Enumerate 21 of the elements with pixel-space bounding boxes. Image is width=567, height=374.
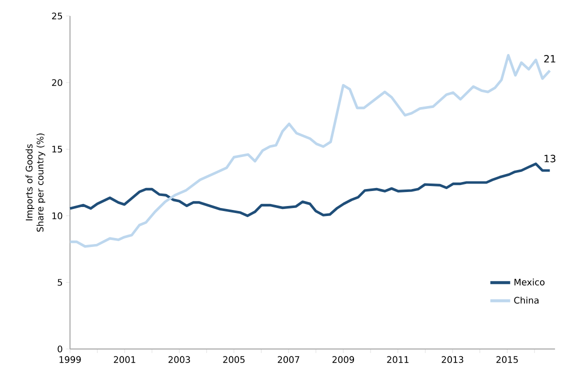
x-tick-label: 2015 xyxy=(496,356,518,363)
annotation: 13 xyxy=(544,154,556,162)
x-tick-label: 2007 xyxy=(278,356,300,363)
x-tick-label: 1999 xyxy=(60,356,81,363)
y-tick-label: 15 xyxy=(52,146,62,153)
y-tick-label: 25 xyxy=(52,12,62,20)
x-tick-label: 2003 xyxy=(168,356,190,363)
x-tick-label: 2005 xyxy=(223,356,245,363)
y-tick-label: 0 xyxy=(58,346,62,352)
x-tick-label: 2013 xyxy=(442,356,464,363)
y-tick-label: 20 xyxy=(52,79,62,86)
x-tick-label: 2009 xyxy=(332,356,354,363)
y-tick-label: 10 xyxy=(52,212,62,220)
legend-label: China xyxy=(514,296,538,304)
line-series xyxy=(68,162,552,218)
x-tick-label: 2001 xyxy=(114,356,136,363)
legend-label: Mexico xyxy=(514,278,544,286)
x-tick-label: 2011 xyxy=(387,356,408,363)
y-axis-title: Imports of Goods Share per country (%) xyxy=(26,133,46,232)
y-tick-label: 5 xyxy=(58,279,62,286)
annotation: 21 xyxy=(544,55,556,62)
